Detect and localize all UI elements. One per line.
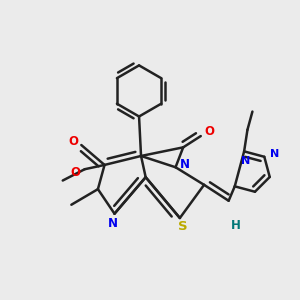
Text: N: N [270,149,279,159]
Text: N: N [180,158,190,171]
Text: O: O [68,135,78,148]
Text: H: H [231,219,241,232]
Text: N: N [241,156,250,166]
Text: O: O [70,166,80,179]
Text: O: O [204,125,214,138]
Text: S: S [178,220,188,233]
Text: N: N [108,217,118,230]
